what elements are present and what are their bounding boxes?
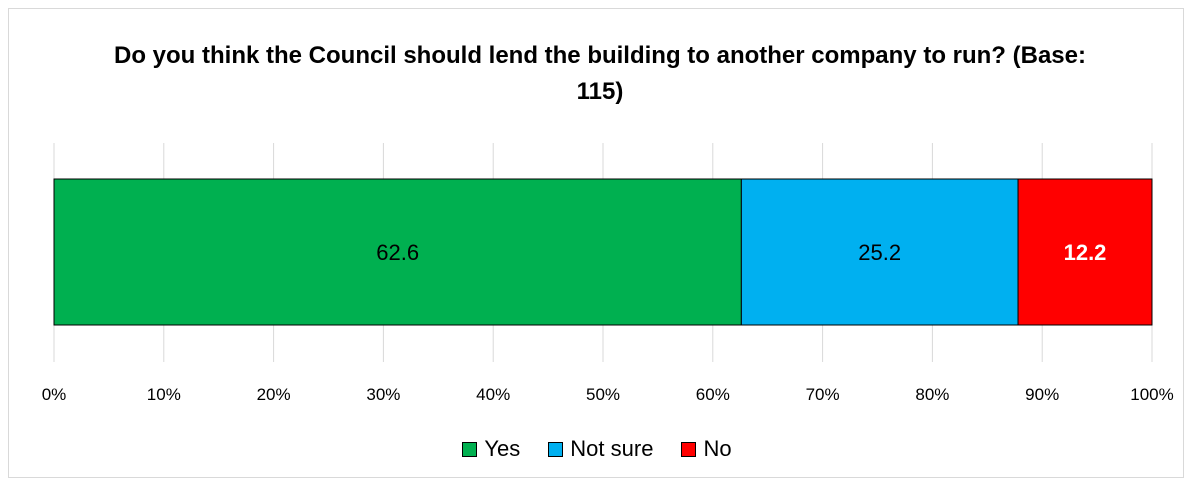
x-tick-label: 40% bbox=[476, 385, 510, 404]
data-label-no: 12.2 bbox=[1064, 240, 1107, 265]
data-label-not-sure: 25.2 bbox=[858, 240, 901, 265]
x-tick-label: 50% bbox=[586, 385, 620, 404]
x-tick-label: 30% bbox=[366, 385, 400, 404]
legend-item-not-sure: Not sure bbox=[548, 436, 653, 462]
x-tick-label: 60% bbox=[696, 385, 730, 404]
x-tick-label: 100% bbox=[1130, 385, 1173, 404]
legend-swatch bbox=[548, 442, 563, 457]
legend-label: No bbox=[703, 436, 731, 462]
x-tick-label: 80% bbox=[915, 385, 949, 404]
legend-label: Not sure bbox=[570, 436, 653, 462]
legend-swatch bbox=[681, 442, 696, 457]
legend: Yes Not sure No bbox=[0, 436, 1194, 462]
x-tick-label: 70% bbox=[806, 385, 840, 404]
legend-item-no: No bbox=[681, 436, 731, 462]
data-label-yes: 62.6 bbox=[376, 240, 419, 265]
x-tick-label: 20% bbox=[257, 385, 291, 404]
legend-item-yes: Yes bbox=[462, 436, 520, 462]
legend-swatch bbox=[462, 442, 477, 457]
x-tick-label: 10% bbox=[147, 385, 181, 404]
legend-label: Yes bbox=[484, 436, 520, 462]
x-tick-label: 0% bbox=[42, 385, 67, 404]
x-tick-label: 90% bbox=[1025, 385, 1059, 404]
